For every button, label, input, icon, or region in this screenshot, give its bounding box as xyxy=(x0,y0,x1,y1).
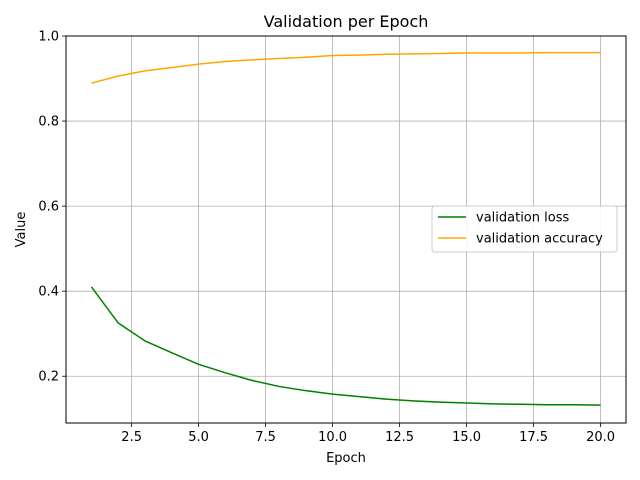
chart-title: Validation per Epoch xyxy=(264,12,429,31)
series-line-accuracy xyxy=(91,51,601,84)
plot-frame xyxy=(65,35,627,424)
x-axis-ticks: 2.5 5.0 7.5 10.0 12.5 15.0 17.5 20.0 xyxy=(121,423,615,445)
y-tick-label: 0.8 xyxy=(38,115,59,130)
y-tick-label: 0.6 xyxy=(38,200,59,215)
y-tick-label: 1.0 xyxy=(38,30,59,45)
legend-box xyxy=(431,205,618,253)
x-axis-label: Epoch xyxy=(326,451,366,466)
legend: validation loss validation accuracy xyxy=(431,205,618,253)
y-axis-label: Value xyxy=(14,212,29,248)
x-tick-label: 12.5 xyxy=(385,430,414,445)
y-tick-label: 0.4 xyxy=(38,285,59,300)
x-tick-label: 7.5 xyxy=(255,430,276,445)
x-tick-label: 17.5 xyxy=(519,430,548,445)
y-tick-label: 0.2 xyxy=(38,370,59,385)
legend-label: validation loss xyxy=(476,211,569,226)
x-tick-label: 2.5 xyxy=(121,430,142,445)
x-tick-label: 10.0 xyxy=(318,430,347,445)
legend-label: validation accuracy xyxy=(476,232,603,247)
y-axis-ticks: 0.2 0.4 0.6 0.8 1.0 xyxy=(38,30,66,385)
x-tick-label: 15.0 xyxy=(452,430,481,445)
x-tick-label: 20.0 xyxy=(586,430,615,445)
x-tick-label: 5.0 xyxy=(188,430,209,445)
series-lines xyxy=(90,51,601,406)
series-line-loss xyxy=(90,286,601,406)
